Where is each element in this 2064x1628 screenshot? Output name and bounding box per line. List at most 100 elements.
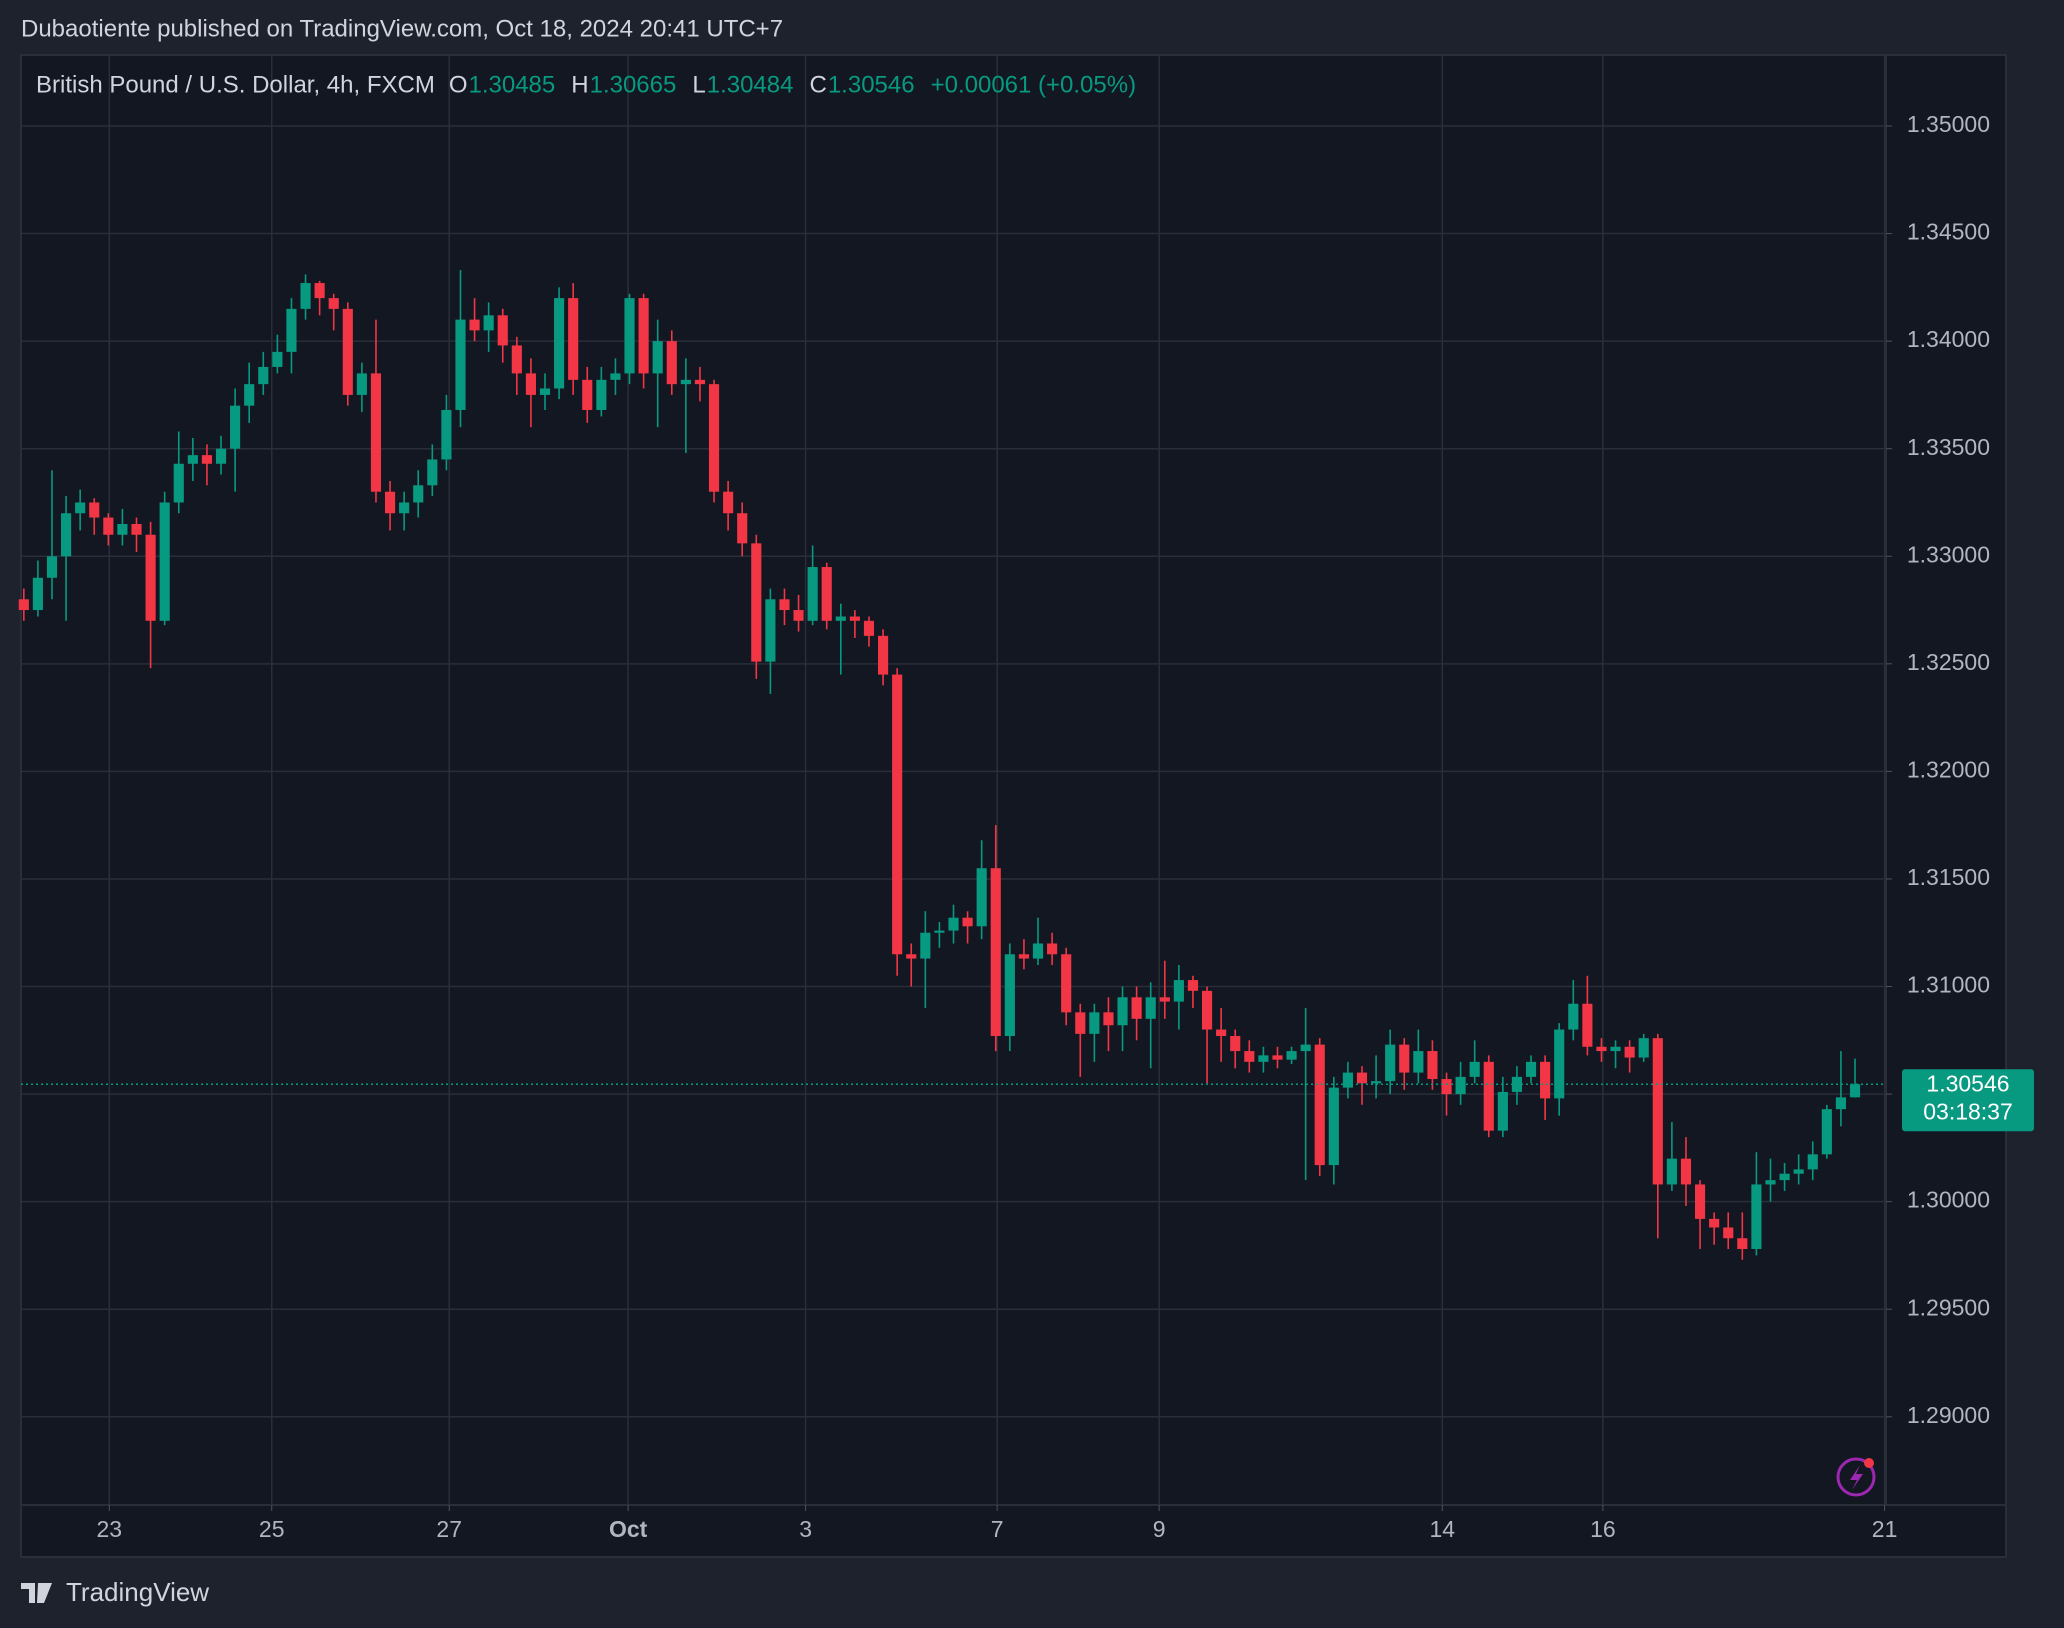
change: +0.00061 (+0.05%)	[931, 71, 1137, 98]
candle-body	[906, 954, 917, 959]
candle-body	[1582, 1003, 1593, 1047]
y-tick-label: 1.31000	[1907, 972, 1990, 998]
y-tick-label: 1.29000	[1907, 1402, 1990, 1428]
candle-body	[568, 298, 579, 380]
candle-body	[582, 379, 593, 410]
candle-body	[187, 455, 198, 464]
candle-body	[1666, 1158, 1677, 1185]
candle-body	[694, 379, 706, 385]
candle-body	[821, 567, 832, 621]
candle-body	[1737, 1238, 1748, 1249]
grid	[21, 55, 1892, 1511]
candle-body	[948, 917, 959, 931]
symbol-title: British Pound / U.S. Dollar, 4h, FXCM	[36, 71, 435, 98]
candle-body	[1314, 1044, 1325, 1166]
candle-body	[1849, 1084, 1861, 1098]
y-tick-label: 1.33500	[1907, 434, 1990, 460]
candle-body	[737, 513, 748, 544]
candle-body	[117, 523, 128, 535]
candle-body	[356, 373, 367, 395]
candle-body	[877, 635, 889, 675]
candle-body	[1821, 1109, 1832, 1155]
ohlc-label: L	[692, 71, 705, 98]
candle-body	[131, 523, 142, 535]
candle-body	[18, 599, 29, 611]
candle-body	[258, 366, 269, 385]
candle-body	[1230, 1036, 1241, 1052]
candle-body	[145, 534, 156, 621]
candle-body	[1596, 1046, 1607, 1052]
candle-body	[399, 502, 410, 514]
x-tick-label: 7	[991, 1516, 1004, 1542]
y-tick-label: 1.31500	[1907, 864, 1990, 890]
candle-body	[244, 384, 255, 406]
candle-body	[1159, 997, 1170, 1002]
candle-body	[1018, 954, 1030, 959]
candle-body	[624, 298, 635, 374]
y-tick-label: 1.34000	[1907, 326, 1990, 352]
candle-body	[1300, 1044, 1311, 1052]
candle-body	[1469, 1061, 1480, 1077]
candle-body	[455, 319, 466, 410]
candle-body	[990, 868, 1001, 1037]
candle-body	[765, 599, 776, 662]
candle-body	[201, 455, 213, 464]
brand: TradingView	[21, 1577, 209, 1607]
y-tick-label: 1.35000	[1907, 111, 1990, 137]
y-tick-label: 1.30000	[1907, 1187, 1990, 1213]
candle-body	[1525, 1061, 1537, 1077]
candle-body	[1047, 943, 1058, 955]
candle-body	[554, 298, 565, 389]
candle-body	[1765, 1180, 1776, 1185]
candle-body	[638, 298, 649, 374]
candle-body	[1554, 1029, 1565, 1099]
candle-body	[272, 351, 283, 367]
candle-body	[1455, 1076, 1466, 1095]
candle-body	[1751, 1184, 1762, 1249]
candle-body	[1244, 1051, 1255, 1062]
candle-body	[314, 283, 325, 299]
candles	[18, 270, 1886, 1260]
candle-body	[1089, 1012, 1100, 1034]
candle-body	[708, 384, 720, 492]
y-tick-label: 1.34500	[1907, 219, 1990, 245]
candle-body	[413, 485, 424, 503]
candle-body	[427, 459, 438, 486]
candle-body	[835, 616, 846, 621]
candle-body	[1723, 1227, 1734, 1239]
ohlc-label: H	[571, 71, 588, 98]
ohlc-value: 1.30546	[828, 71, 915, 98]
x-tick-label: 21	[1872, 1516, 1898, 1542]
x-tick-label: 3	[799, 1516, 812, 1542]
candle-body	[1441, 1079, 1452, 1095]
x-tick-label: 14	[1429, 1516, 1455, 1542]
lightning-icon	[1836, 1457, 1876, 1497]
candle-body	[497, 315, 508, 346]
candle-body	[300, 283, 311, 309]
x-tick-label: 25	[259, 1516, 285, 1542]
candle-body	[1032, 943, 1044, 959]
candle-body	[215, 448, 227, 464]
candle-body	[596, 379, 607, 410]
candle-body	[1103, 1012, 1114, 1026]
candle-body	[46, 556, 58, 578]
candle-body	[1497, 1091, 1508, 1131]
candle-body	[469, 319, 480, 331]
candle-body	[525, 373, 536, 395]
x-tick-label: Oct	[609, 1516, 648, 1542]
candle-body	[793, 610, 804, 621]
candle-body	[934, 930, 945, 933]
candle-body	[976, 868, 987, 927]
last-price-label: 1.30546	[1926, 1070, 2009, 1096]
candle-body	[1201, 990, 1213, 1030]
candle-body	[1145, 997, 1156, 1019]
candle-body	[779, 599, 790, 611]
candle-body	[1694, 1184, 1706, 1219]
candle-body	[1413, 1051, 1424, 1073]
y-tick-label: 1.32500	[1907, 649, 1990, 675]
y-tick-label: 1.32000	[1907, 756, 1990, 782]
candle-body	[1638, 1038, 1649, 1058]
ohlc-value: 1.30485	[468, 71, 555, 98]
